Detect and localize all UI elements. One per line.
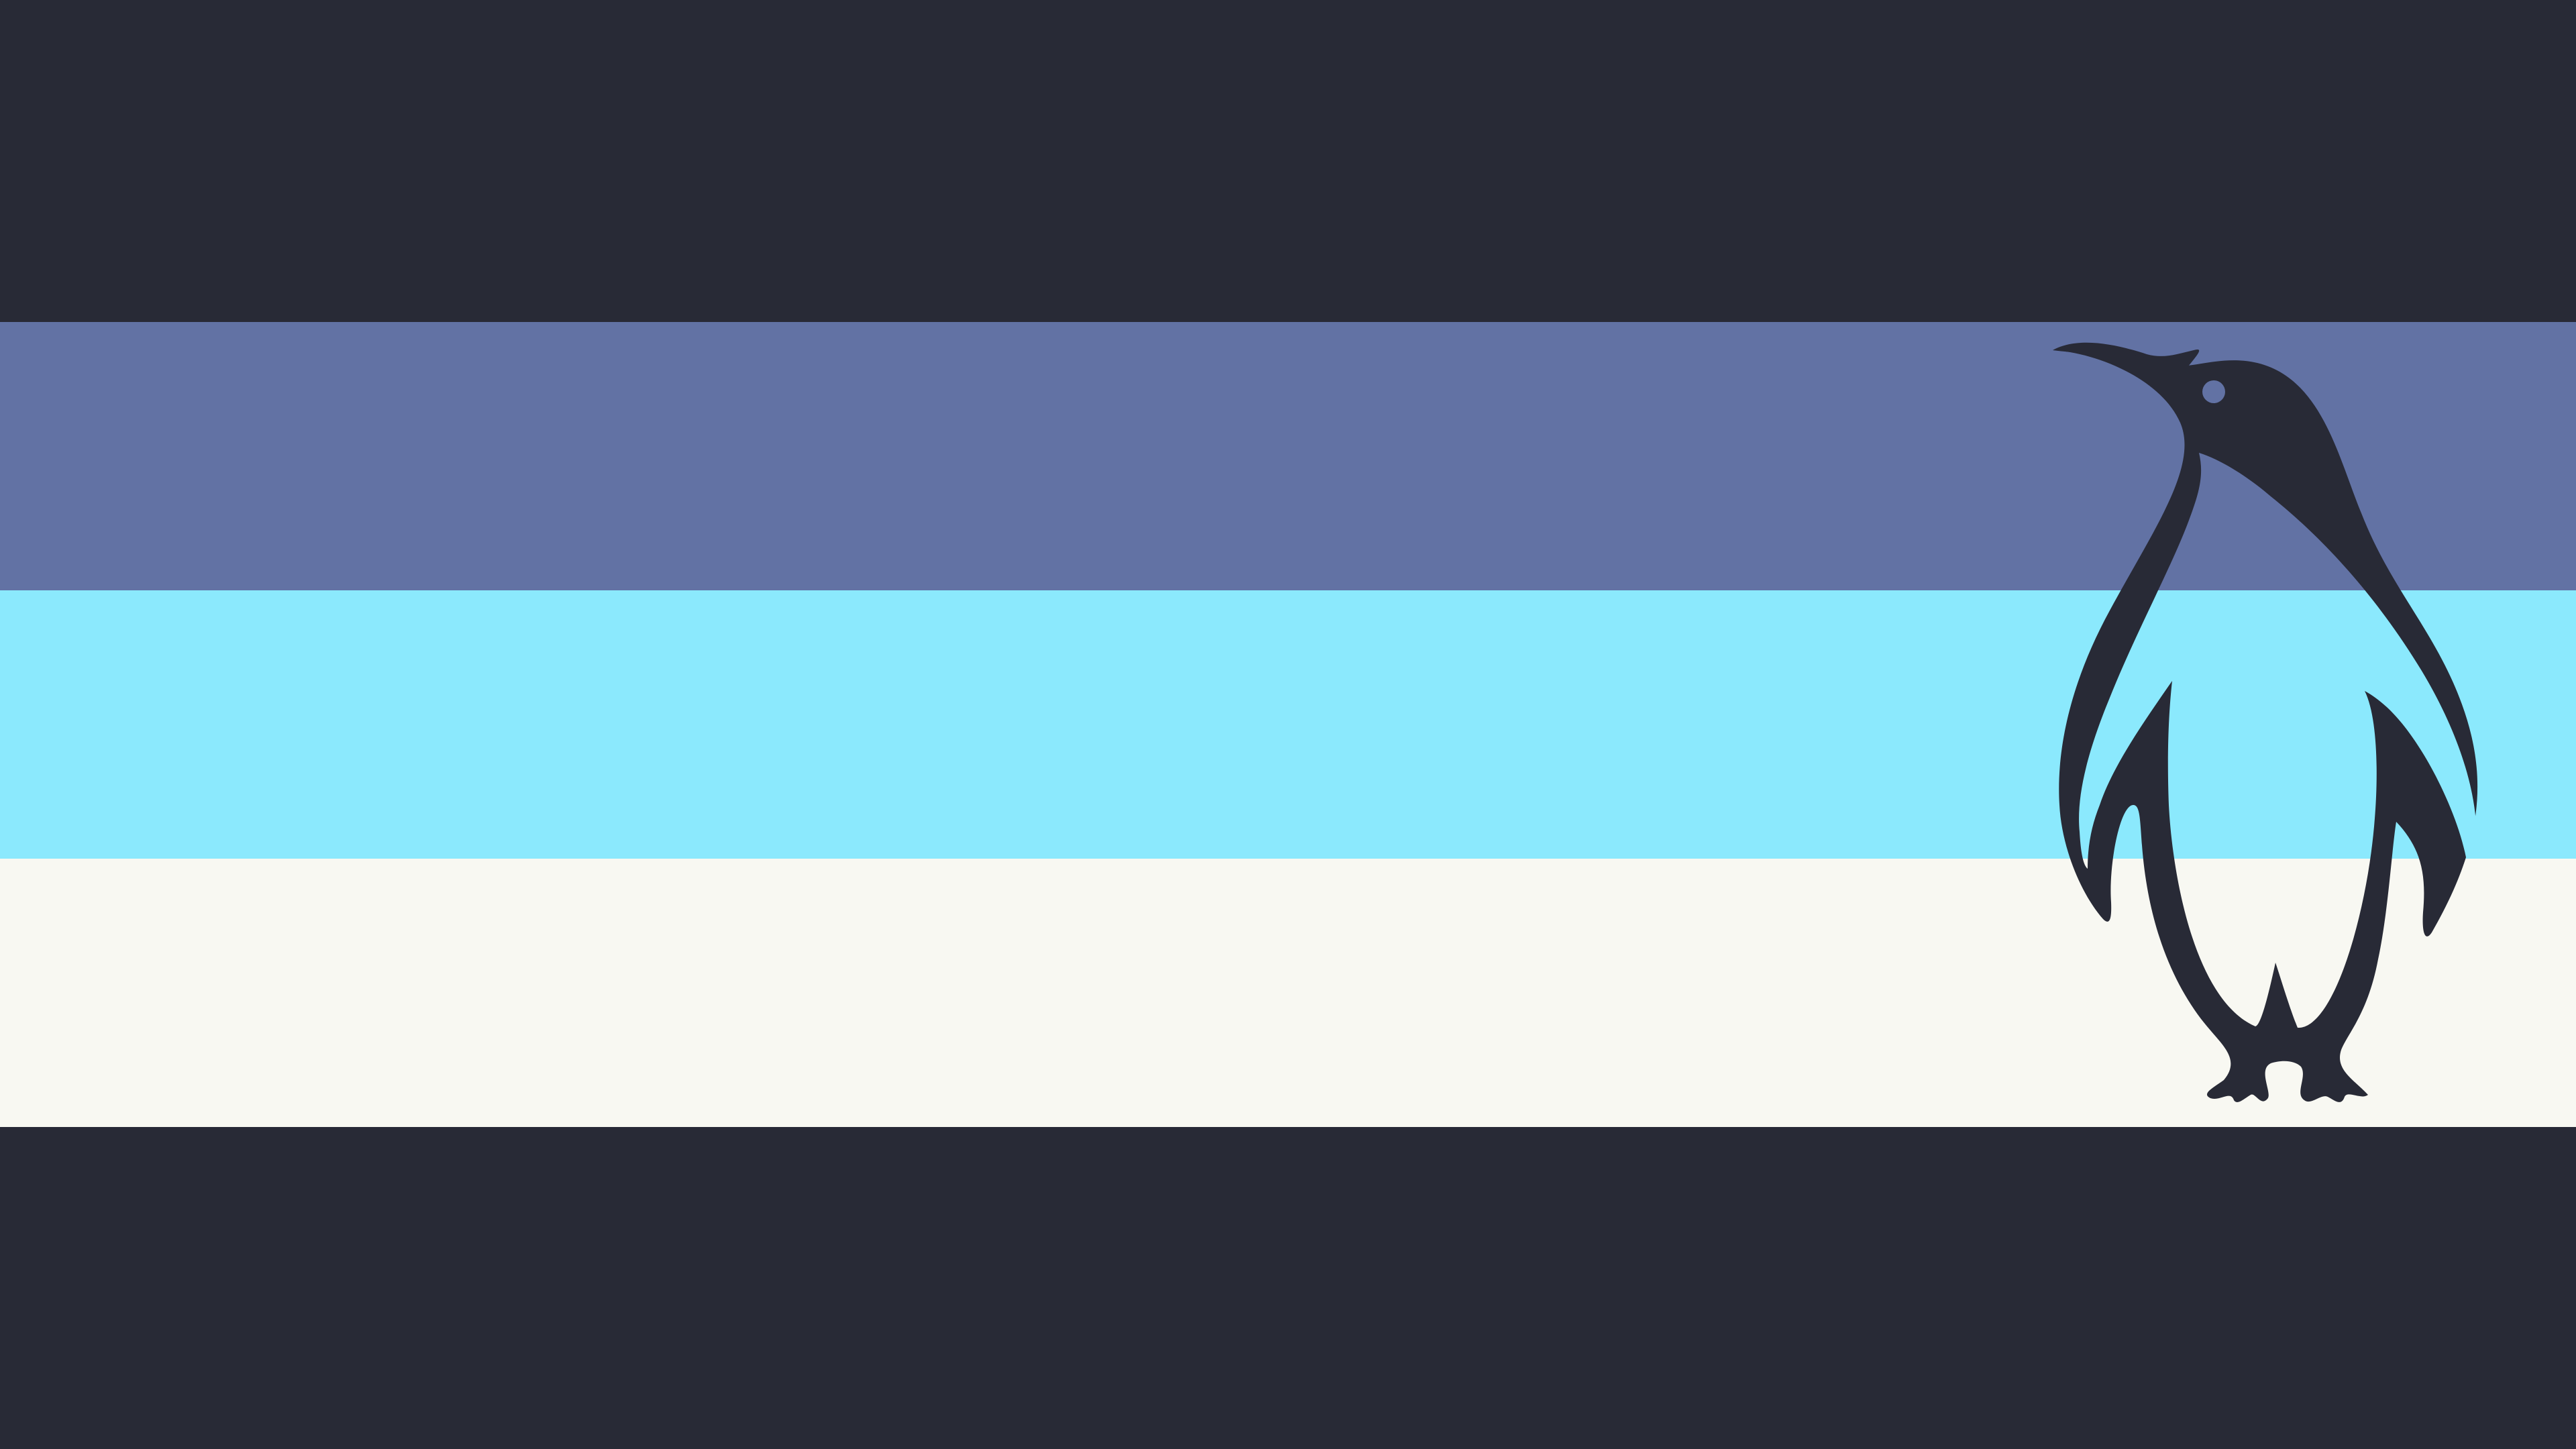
stripe-top-dark [0, 0, 2576, 322]
stripe-off-white [0, 859, 2576, 1127]
penguin-eye [2202, 380, 2225, 403]
penguin-belly [2079, 453, 2477, 1028]
stripe-bottom-dark [0, 1127, 2576, 1449]
penguin-icon [2053, 342, 2478, 1102]
